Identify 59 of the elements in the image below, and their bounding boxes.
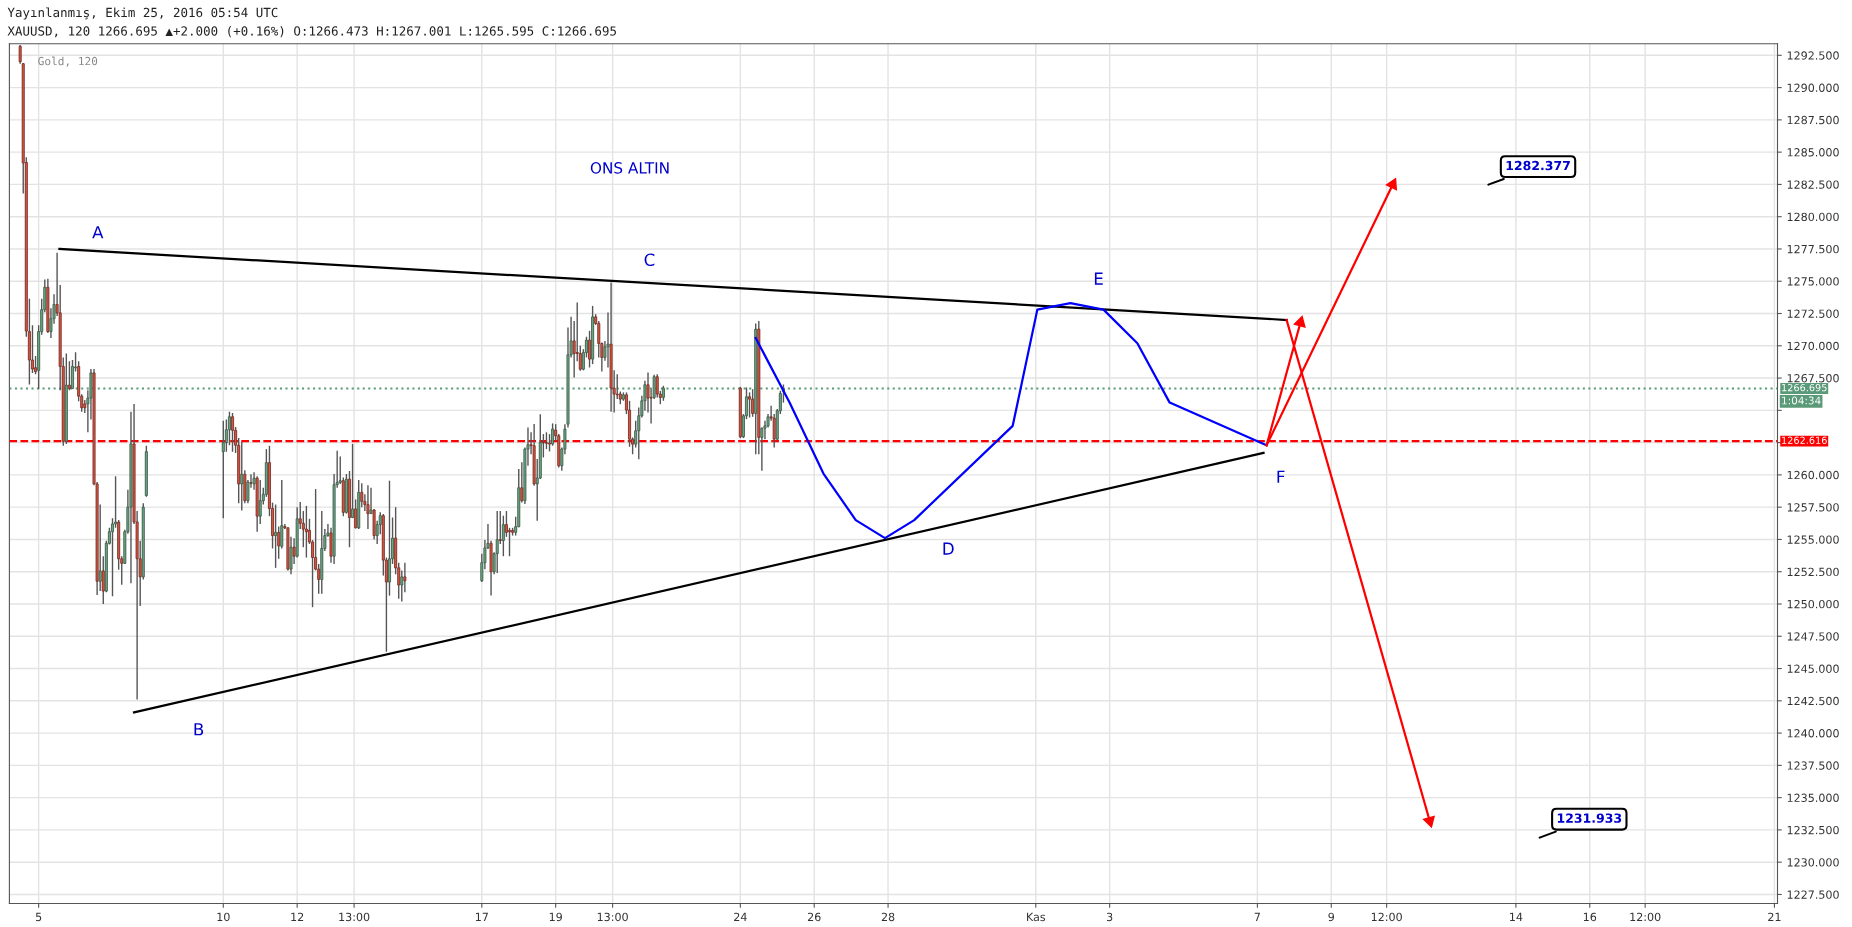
x-tick-label: 9	[1328, 912, 1334, 922]
y-tick-label: 1235.000	[1787, 793, 1839, 803]
y-tick-label: 1275.000	[1787, 277, 1839, 286]
ref-line-label: 1266.695	[1782, 383, 1827, 392]
chart-subtitle: XAUUSD, 120 1266.695 ▲+2.000 (+0.16%) O:1266.473 H:1267.001 L:1265.595 C:1266.695	[7, 26, 616, 38]
x-tick-label: 3	[1106, 912, 1113, 922]
x-tick-label: 28	[881, 912, 895, 922]
y-tick-label: 1237.500	[1787, 761, 1839, 770]
y-tick-label: 1287.500	[1787, 115, 1839, 125]
annotation: 1282.377	[1506, 160, 1570, 171]
annotation: F	[1277, 470, 1285, 483]
y-tick-label: 1250.000	[1787, 599, 1839, 609]
y-tick-label: 1247.500	[1787, 632, 1839, 641]
x-tick-label: 12:00	[1371, 912, 1402, 922]
x-tick-label: Kas	[1027, 912, 1046, 922]
x-tick-label: 21	[1768, 912, 1781, 921]
y-tick-label: 1280.000	[1787, 212, 1839, 222]
y-tick-label: 1232.500	[1787, 825, 1839, 835]
y-tick-label: 1257.500	[1787, 503, 1839, 512]
y-tick-label: 1260.000	[1787, 470, 1839, 480]
annotation: E	[1094, 272, 1103, 285]
x-tick-label: 12:00	[1630, 912, 1661, 922]
y-tick-label: 1292.500	[1787, 51, 1839, 60]
x-tick-label: 7	[1254, 912, 1260, 921]
annotation: Gold, 120	[38, 56, 98, 67]
x-tick-label: 13:00	[339, 912, 370, 922]
y-tick-label: 1282.500	[1787, 180, 1839, 189]
annotation: A	[92, 226, 104, 239]
x-tick-label: 12	[291, 912, 304, 921]
y-tick-label: 1245.000	[1787, 664, 1839, 673]
x-tick-label: 10	[217, 912, 230, 922]
annotation: C	[644, 253, 655, 267]
y-tick-label: 1270.000	[1787, 341, 1839, 351]
y-tick-label: 1277.500	[1787, 244, 1839, 254]
x-tick-label: 14	[1510, 912, 1523, 921]
ref-line-label: 1262.616	[1782, 436, 1827, 444]
y-tick-label: 1227.500	[1787, 890, 1839, 899]
x-tick-label: 26	[807, 912, 821, 922]
annotation: B	[194, 723, 204, 736]
y-tick-label: 1255.000	[1787, 535, 1839, 544]
text: 1:04:34	[1782, 396, 1821, 405]
annotation: 1231.933	[1557, 813, 1622, 823]
x-tick-label: 5	[35, 912, 42, 922]
y-tick-label: 1252.500	[1787, 567, 1839, 577]
y-tick-label: 1267.500	[1787, 374, 1839, 383]
y-tick-label: 1240.000	[1787, 729, 1839, 738]
y-tick-label: 1242.500	[1787, 696, 1839, 706]
x-tick-label: 19	[549, 912, 562, 922]
annotation: D	[943, 542, 954, 555]
y-tick-label: 1230.000	[1787, 858, 1839, 867]
annotation: ONS ALTIN	[590, 162, 669, 174]
x-tick-label: 13:00	[597, 912, 628, 922]
x-tick-label: 24	[734, 912, 747, 921]
x-tick-label: 16	[1583, 912, 1597, 922]
y-tick-label: 1272.500	[1787, 309, 1839, 318]
chart-title: Yayınlanmış, Ekim 25, 2016 05:54 UTC	[7, 7, 278, 20]
x-tick-label: 17	[475, 912, 488, 921]
y-tick-label: 1290.000	[1787, 83, 1839, 92]
y-tick-label: 1285.000	[1787, 148, 1839, 157]
